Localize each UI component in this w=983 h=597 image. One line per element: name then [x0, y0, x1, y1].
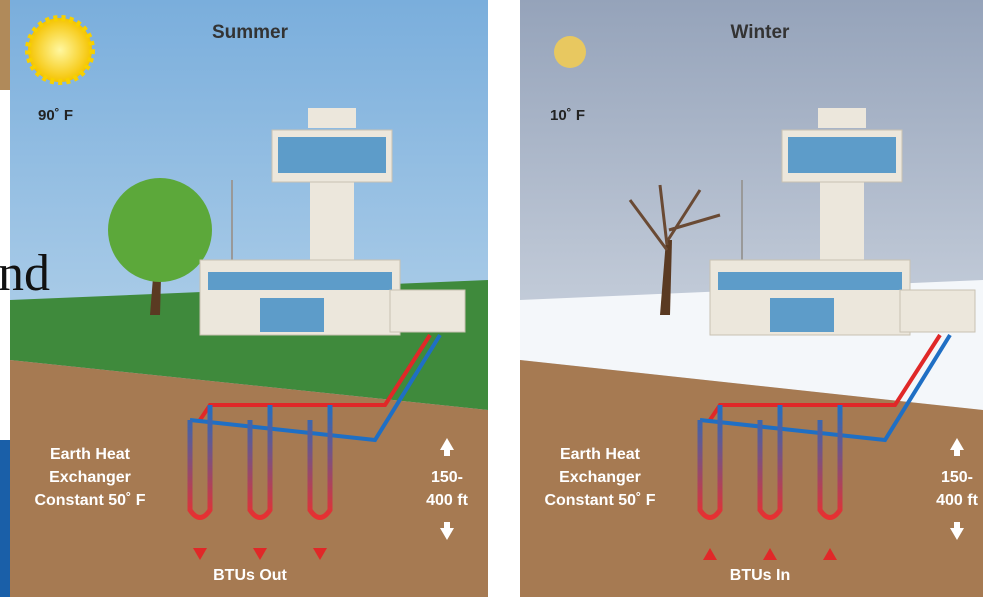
- slide: Summer 90˚ F Earth Heat Exchanger Constant 5…: [0, 0, 983, 597]
- tower-windows: [788, 137, 896, 173]
- tree-crown: [108, 178, 212, 282]
- wing: [390, 290, 465, 332]
- temperature: 10˚ F: [550, 107, 585, 124]
- exchanger-label: Constant 50˚ F: [34, 492, 145, 509]
- photo-strip: [0, 0, 10, 90]
- windows: [208, 272, 392, 290]
- depth-label: 150-: [941, 469, 973, 486]
- depth-label: 400 ft: [936, 492, 978, 509]
- wing: [900, 290, 975, 332]
- sun: [554, 36, 586, 68]
- panel: Winter 10˚ F Earth Heat Exchanger Constant 5…: [520, 0, 983, 597]
- temperature: 90˚ F: [38, 107, 73, 124]
- door: [260, 298, 324, 332]
- exchanger-label: Constant 50˚ F: [544, 492, 655, 509]
- panel-title: Summer: [212, 22, 289, 43]
- panel: Summer 90˚ F Earth Heat Exchanger Constant 5…: [10, 0, 488, 597]
- door: [770, 298, 834, 332]
- flow-label: BTUs Out: [213, 567, 287, 584]
- windows: [718, 272, 902, 290]
- tower-windows: [278, 137, 386, 173]
- exchanger-label: Earth Heat: [560, 446, 641, 463]
- depth-label: 400 ft: [426, 492, 468, 509]
- exchanger-label: Exchanger: [559, 469, 641, 486]
- tower: [820, 170, 864, 270]
- slide-band: [0, 440, 10, 597]
- sun: [28, 18, 92, 82]
- tower: [310, 170, 354, 270]
- flow-label: BTUs In: [730, 567, 790, 584]
- background-text: nd: [0, 245, 50, 302]
- exchanger-label: Earth Heat: [50, 446, 131, 463]
- panel-title: Winter: [731, 22, 791, 43]
- cab: [308, 108, 356, 128]
- cab: [818, 108, 866, 128]
- exchanger-label: Exchanger: [49, 469, 131, 486]
- depth-label: 150-: [431, 469, 463, 486]
